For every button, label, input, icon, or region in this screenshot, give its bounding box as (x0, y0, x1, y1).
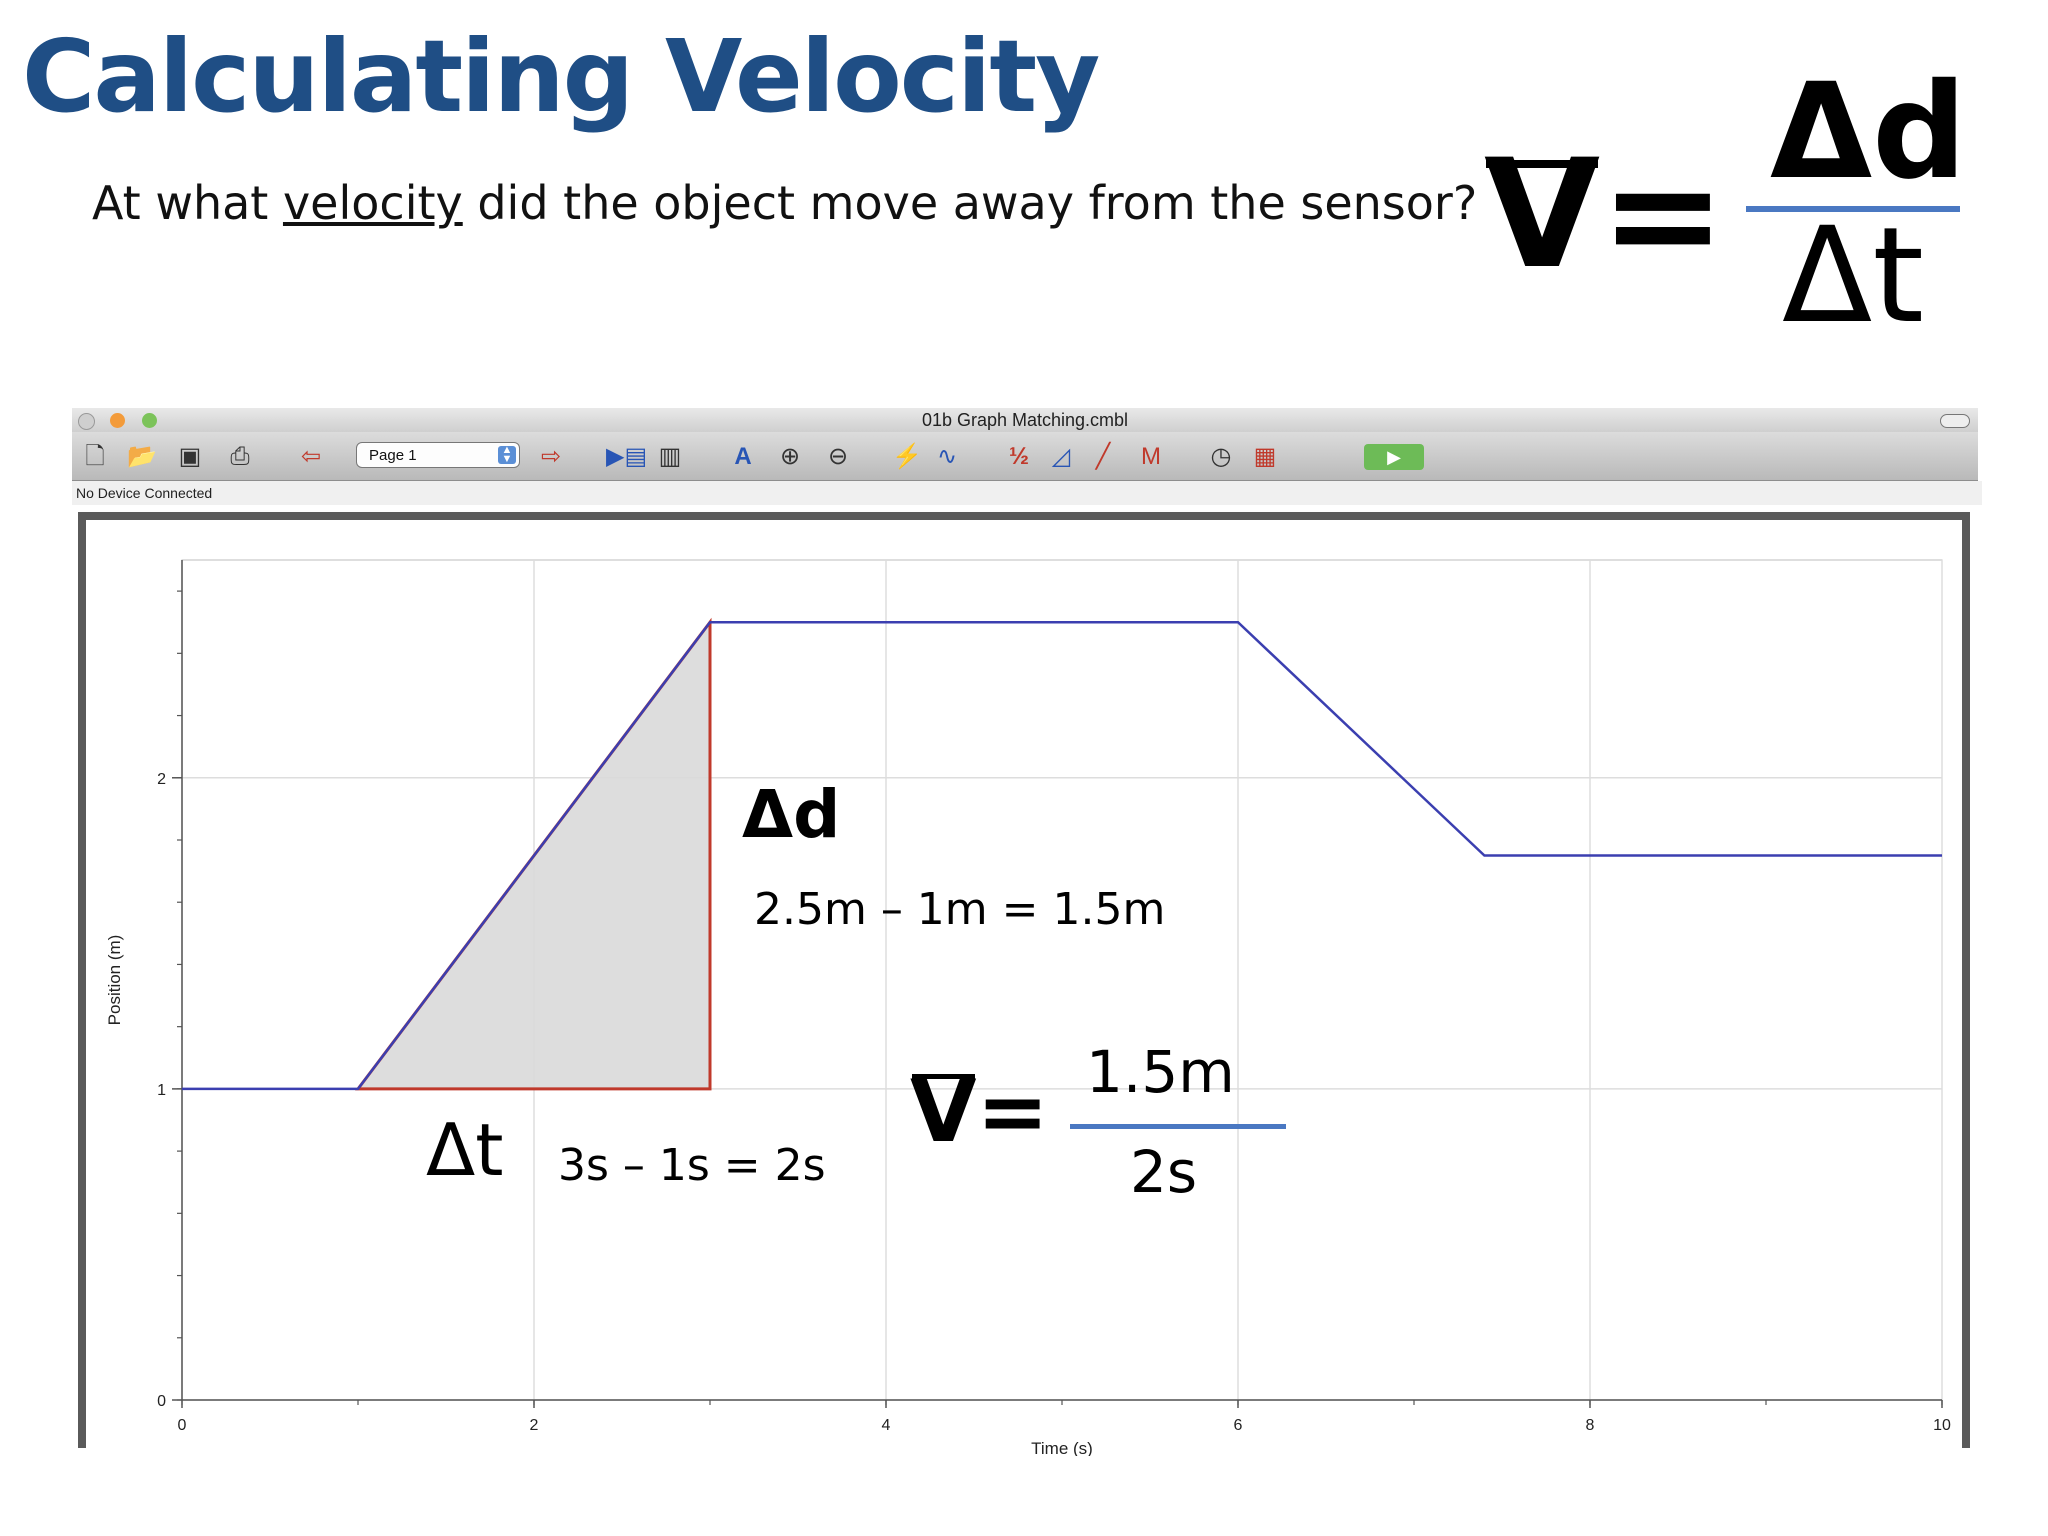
forward-page-icon[interactable]: ⇨ (540, 443, 562, 470)
integral-icon[interactable]: ½ (1008, 443, 1029, 470)
back-page-icon[interactable]: ⇦ (300, 443, 322, 470)
data-browser-icon[interactable]: ▶▤ (606, 443, 648, 470)
delta-t-calculation: 3s – 1s = 2s (558, 1140, 826, 1191)
timer-icon[interactable]: ◷ (1210, 443, 1232, 470)
formula-equals: = (1600, 128, 1726, 302)
graph-frame: 0 2 4 6 8 10 0 1 2 Time (s) Position (m) (78, 512, 1970, 1456)
toolbar-toggle-button[interactable] (1940, 414, 1970, 428)
formula-fraction-line (1746, 206, 1960, 212)
question-prefix: At what (92, 176, 283, 230)
logger-pro-window: 01b Graph Matching.cmbl 🗋 📂 ▣ ⎙ ⇦ Page 1… (72, 408, 1982, 1456)
velocity-equals: = (976, 1062, 1049, 1162)
window-title: 01b Graph Matching.cmbl (921, 410, 1129, 430)
average-bar (1486, 160, 1599, 168)
x-tick-label: 0 (178, 1417, 187, 1434)
window-zoom-button[interactable] (142, 413, 157, 428)
x-axis-label: Time (s) (1031, 1439, 1093, 1456)
stats-icon[interactable]: ◿ (1051, 443, 1071, 470)
delta-t-label: Δt (426, 1108, 504, 1192)
y-tick-label: 2 (157, 771, 166, 788)
formula-numerator: Δd (1770, 55, 1967, 209)
delta-d-label: Δd (742, 776, 841, 853)
zoom-in-icon[interactable]: ⊕ (779, 443, 801, 470)
zoom-out-icon[interactable]: ⊖ (827, 443, 849, 470)
page-select[interactable]: Page 1 ▲ ▼ (356, 442, 520, 468)
velocity-average-bar (912, 1074, 975, 1079)
x-tick-label: 2 (530, 1417, 539, 1434)
toolbar: 🗋 📂 ▣ ⎙ ⇦ Page 1 ▲ ▼ ⇨ ▶▤ ▥ A ⊕ ⊖ ⚡ ∿ ½ ◿ … (72, 432, 1978, 481)
x-tick-label: 8 (1586, 1417, 1595, 1434)
y-axis-label: Position (m) (105, 935, 124, 1026)
new-file-icon[interactable]: 🗋 (85, 443, 105, 470)
strip-chart-icon[interactable]: ▦ (1253, 443, 1277, 470)
save-icon[interactable]: ▣ (178, 443, 202, 470)
autoscale-icon[interactable]: A (734, 443, 752, 470)
print-icon[interactable]: ⎙ (230, 443, 250, 470)
position-series-line (182, 620, 1942, 1091)
position-time-graph[interactable]: 0 2 4 6 8 10 0 1 2 Time (s) Position (m) (86, 520, 1962, 1456)
window-minimize-dim-icon[interactable] (78, 413, 95, 430)
x-tick-label: 10 (1933, 1417, 1951, 1434)
linear-fit-icon[interactable]: M (1141, 443, 1161, 470)
page-stepper-icon[interactable]: ▲ ▼ (498, 445, 516, 465)
question-text: At what velocity did the object move awa… (92, 176, 1477, 230)
velocity-lhs: V= (910, 1062, 1049, 1162)
device-status: No Device Connected (72, 481, 1982, 505)
question-keyword: velocity (282, 176, 463, 230)
window-titlebar: 01b Graph Matching.cmbl (72, 408, 1978, 432)
tangent-icon[interactable]: ∿ (936, 443, 958, 470)
x-tick-label: 4 (882, 1417, 891, 1434)
open-folder-icon[interactable]: 📂 (127, 443, 157, 470)
y-tick-label: 1 (157, 1082, 166, 1099)
velocity-fraction-line (1070, 1124, 1286, 1129)
delta-d-calculation: 2.5m – 1m = 1.5m (754, 884, 1166, 935)
x-tick-label: 6 (1234, 1417, 1243, 1434)
y-tick-label: 0 (157, 1393, 166, 1410)
velocity-numerator: 1.5m (1086, 1038, 1235, 1106)
slide-title: Calculating Velocity (22, 18, 1100, 135)
question-suffix: did the object move away from the sensor… (462, 176, 1478, 230)
formula-lhs: V= (1484, 128, 1726, 302)
curve-fit-icon[interactable]: ╱ (1095, 443, 1111, 470)
calculator-icon[interactable]: ▥ (658, 443, 682, 470)
velocity-denominator: 2s (1130, 1138, 1198, 1206)
examine-icon[interactable]: ⚡ (892, 443, 922, 470)
formula-denominator: Δt (1782, 199, 1925, 353)
window-close-button[interactable] (110, 413, 125, 428)
collect-button[interactable]: ▶ (1364, 444, 1424, 470)
